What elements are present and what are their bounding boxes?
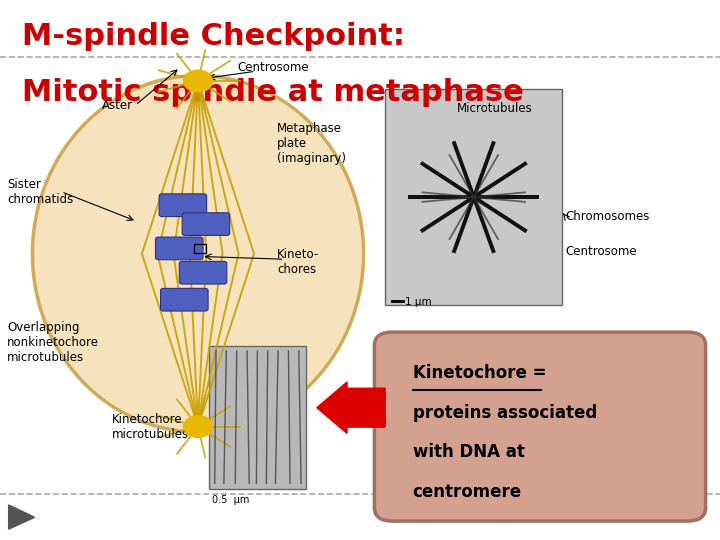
Text: Kineto-
chores: Kineto- chores (277, 248, 320, 276)
Text: 0.5  μm: 0.5 μm (212, 495, 250, 505)
Text: centromere: centromere (413, 483, 522, 501)
Text: Sister
chromatids: Sister chromatids (7, 178, 73, 206)
Text: Microtubules: Microtubules (457, 102, 533, 114)
Text: Centrosome: Centrosome (565, 245, 636, 258)
Bar (194, 244, 206, 253)
Text: 1 μm: 1 μm (405, 297, 432, 307)
FancyBboxPatch shape (159, 194, 207, 217)
FancyBboxPatch shape (161, 288, 208, 311)
Circle shape (184, 70, 212, 92)
FancyBboxPatch shape (156, 237, 203, 260)
FancyArrow shape (317, 382, 385, 433)
FancyBboxPatch shape (179, 261, 227, 284)
Text: Overlapping
nonkinetochore
microtubules: Overlapping nonkinetochore microtubules (7, 321, 99, 365)
Bar (209, 346, 306, 489)
Text: Chromosomes: Chromosomes (565, 210, 649, 222)
Text: proteins associated: proteins associated (413, 404, 597, 422)
Text: Kinetochore
microtubules: Kinetochore microtubules (112, 413, 189, 441)
Circle shape (184, 416, 212, 437)
FancyBboxPatch shape (182, 213, 230, 235)
Text: Metaphase
plate
(imaginary): Metaphase plate (imaginary) (277, 122, 346, 165)
Text: Kinetochore =: Kinetochore = (413, 364, 546, 382)
Polygon shape (9, 505, 35, 529)
Text: Centrosome: Centrosome (238, 61, 310, 74)
FancyBboxPatch shape (374, 332, 706, 521)
Text: with DNA at: with DNA at (413, 443, 524, 461)
Text: Aster: Aster (102, 99, 133, 112)
Ellipse shape (32, 76, 364, 432)
Text: Mitotic spindle at metaphase: Mitotic spindle at metaphase (22, 78, 523, 107)
Bar (385, 89, 562, 305)
Text: M-spindle Checkpoint:: M-spindle Checkpoint: (22, 22, 405, 51)
